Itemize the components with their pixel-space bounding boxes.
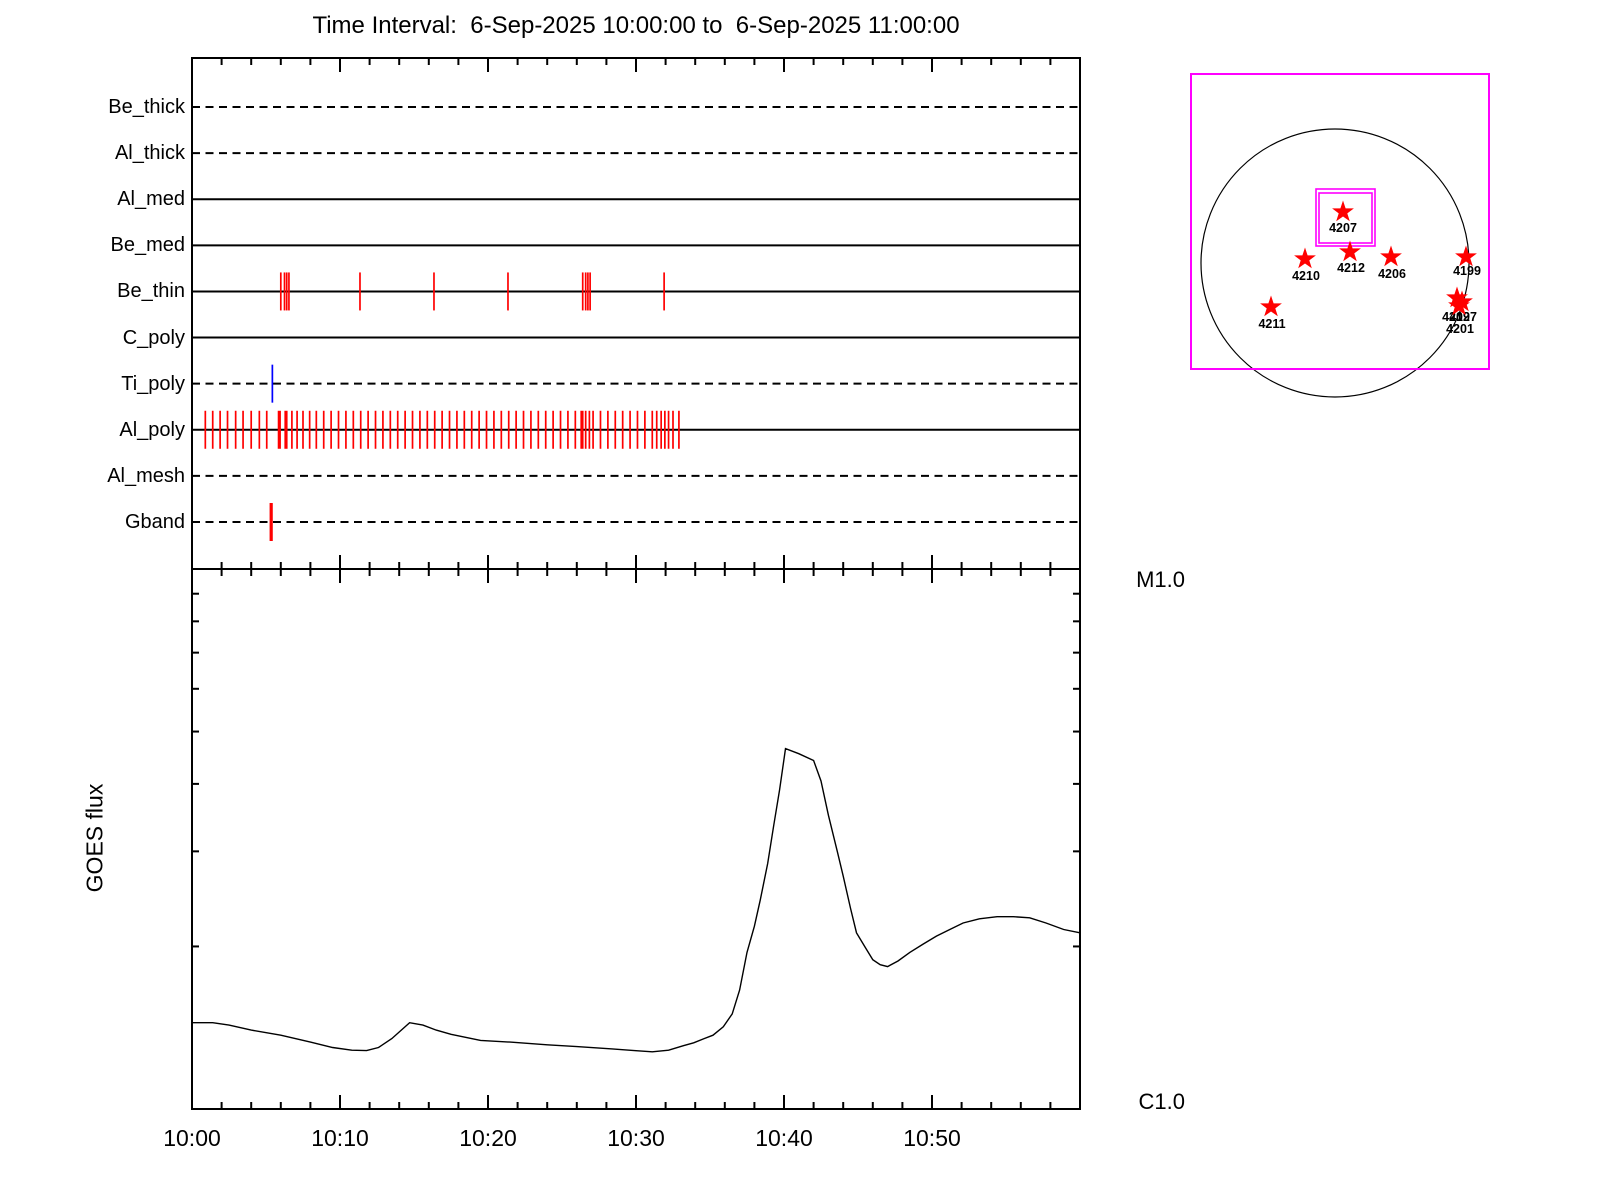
x-tick-label-1010: 10:10 — [311, 1125, 369, 1151]
ar-label-4210: 4210 — [1292, 269, 1320, 283]
filter-label-al_poly: Al_poly — [119, 418, 185, 441]
xrt-fov-box — [1315, 188, 1376, 247]
ar-label-4202: 4202 — [1442, 310, 1470, 324]
ar-star-4202 — [1446, 286, 1468, 308]
y-tick-label-c1: C1.0 — [1138, 1089, 1185, 1114]
goes-panel-border — [191, 568, 1081, 1110]
ar-label-4201: 4201 — [1446, 322, 1474, 336]
ar-star-4201 — [1448, 294, 1470, 316]
ar-star-4212 — [1339, 240, 1361, 262]
ar-label-4199: 4199 — [1453, 264, 1481, 278]
filter-label-c_poly: C_poly — [122, 326, 185, 349]
exposure-ticks — [204, 272, 680, 541]
xrt-fov-box — [1318, 192, 1373, 244]
filter-label-be_thin: Be_thin — [117, 280, 185, 303]
x-tick-label-1040: 10:40 — [755, 1125, 813, 1151]
ar-label-4207: 4207 — [1329, 221, 1357, 235]
filter-label-ti_poly: Ti_poly — [121, 372, 185, 395]
filter-label-be_thick: Be_thick — [108, 96, 185, 118]
x-tick-label-1020: 10:20 — [459, 1125, 517, 1151]
goes-log-ticks — [192, 592, 1080, 948]
ar-label-4206: 4206 — [1378, 267, 1406, 281]
filter-label-al_med: Al_med — [117, 188, 185, 211]
ar-star-4207 — [1332, 200, 1354, 222]
solar-limb-circle — [1200, 128, 1470, 398]
filter-label-al_mesh: Al_mesh — [107, 464, 185, 487]
x-tick-label-1030: 10:30 — [607, 1125, 665, 1151]
filter-label-gband: Gband — [124, 510, 185, 533]
y-tick-label-m1: M1.0 — [1136, 567, 1185, 592]
ar-star-4197 — [1451, 290, 1473, 312]
field-outline-box — [1190, 73, 1490, 370]
ar-star-4210 — [1294, 247, 1316, 269]
ar-label-4211: 4211 — [1258, 317, 1285, 331]
goes-flux-axis-title: GOES flux — [81, 783, 108, 893]
x-tick-label-1050: 10:50 — [903, 1125, 961, 1151]
page-title: Time Interval: 6-Sep-2025 10:00:00 to 6-… — [312, 12, 960, 39]
goes-flux-curve — [192, 747, 1081, 1053]
timeline-panel-border — [191, 57, 1081, 570]
ar-label-4197: 4197 — [1449, 310, 1477, 324]
filter-label-al_thick: Al_thick — [114, 142, 185, 165]
ar-star-4211 — [1260, 295, 1282, 317]
time-axis-ticks — [191, 58, 1081, 1109]
filter-label-be_med: Be_med — [110, 234, 186, 257]
x-tick-label-1000: 10:00 — [163, 1125, 221, 1151]
filter-rows — [192, 106, 1080, 523]
ar-star-4199 — [1455, 245, 1477, 267]
ar-star-4206 — [1380, 245, 1402, 267]
ar-label-4212: 4212 — [1337, 261, 1365, 275]
